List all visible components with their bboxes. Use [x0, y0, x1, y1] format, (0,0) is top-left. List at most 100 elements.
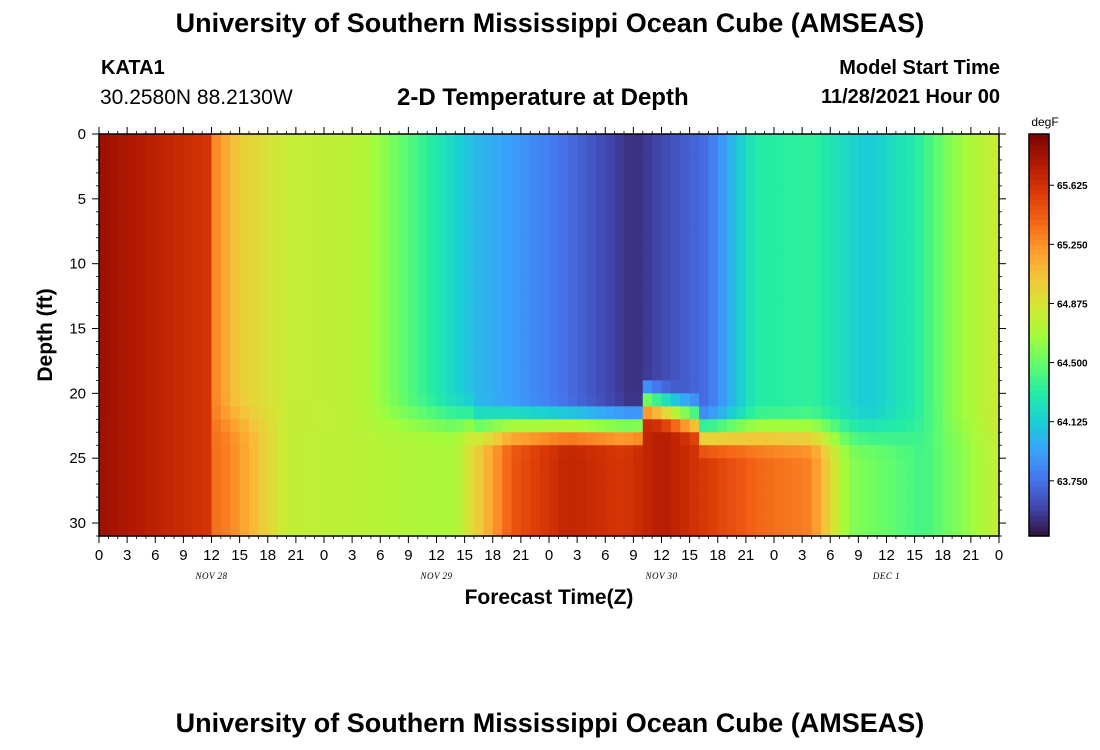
heatmap-cell	[389, 523, 400, 537]
heatmap-cell	[595, 276, 606, 291]
heatmap-cell	[483, 211, 494, 226]
heatmap-cell	[530, 458, 541, 472]
heatmap-cell	[155, 315, 166, 330]
heatmap-cell	[389, 354, 400, 369]
heatmap-cell	[127, 497, 138, 511]
heatmap-cell	[474, 510, 484, 524]
heatmap-cell	[145, 172, 156, 187]
heatmap-cell	[764, 341, 775, 356]
heatmap-cell	[399, 328, 409, 343]
heatmap-cell	[155, 224, 166, 239]
heatmap-cell	[830, 380, 841, 394]
heatmap-cell	[989, 445, 1000, 459]
heatmap-cell	[399, 302, 409, 317]
heatmap-cell	[867, 471, 878, 485]
heatmap-cell	[745, 419, 756, 433]
heatmap-cell	[239, 510, 250, 524]
heatmap-cell	[108, 523, 119, 537]
heatmap-cell	[924, 510, 934, 524]
heatmap-cell	[267, 172, 278, 187]
heatmap-cell	[680, 497, 691, 511]
heatmap-cell	[183, 289, 194, 304]
heatmap-cell	[661, 250, 672, 265]
heatmap-cell	[427, 328, 438, 343]
heatmap-cell	[642, 328, 653, 343]
heatmap-cell	[183, 263, 194, 278]
heatmap-cell	[455, 393, 466, 407]
heatmap-cell	[230, 380, 241, 394]
x-tick-label: 6	[826, 547, 834, 564]
colorbar-segment	[1029, 194, 1049, 200]
heatmap-cell	[970, 510, 981, 524]
heatmap-cell	[820, 510, 831, 524]
heatmap-cell	[689, 185, 700, 200]
heatmap-cell	[192, 523, 203, 537]
heatmap-cell	[708, 315, 719, 330]
heatmap-cell	[708, 185, 719, 200]
heatmap-cell	[727, 315, 738, 330]
heatmap-cell	[614, 471, 625, 485]
heatmap-cell	[136, 523, 147, 537]
heatmap-cell	[389, 159, 400, 174]
heatmap-cell	[380, 406, 391, 420]
heatmap-cell	[858, 237, 869, 252]
heatmap-cell	[933, 237, 944, 252]
heatmap-cell	[127, 159, 138, 174]
heatmap-cell	[239, 484, 250, 498]
heatmap-cell	[370, 380, 381, 394]
heatmap-cell	[942, 315, 953, 330]
heatmap-cell	[408, 497, 419, 511]
heatmap-cell	[577, 302, 588, 317]
heatmap-cell	[755, 185, 766, 200]
heatmap-cell	[155, 510, 166, 524]
heatmap-cell	[174, 523, 184, 537]
heatmap-cell	[549, 497, 559, 511]
heatmap-cell	[408, 289, 419, 304]
heatmap-cell	[455, 406, 466, 420]
heatmap-cell	[520, 185, 531, 200]
heatmap-cell	[858, 185, 869, 200]
heatmap-cell	[849, 237, 859, 252]
y-tick-label: 15	[69, 321, 86, 338]
heatmap-cell	[342, 211, 353, 226]
heatmap-cell	[877, 172, 888, 187]
heatmap-cell	[277, 263, 288, 278]
heatmap-cell	[774, 198, 784, 213]
heatmap-cell	[933, 471, 944, 485]
heatmap-cell	[258, 367, 269, 381]
heatmap-cell	[549, 172, 559, 187]
heatmap-cell	[642, 315, 653, 330]
heatmap-cell	[464, 224, 475, 239]
heatmap-cell	[127, 484, 138, 498]
heatmap-cell	[155, 406, 166, 420]
heatmap-cell	[905, 224, 916, 239]
heatmap-cell	[427, 523, 438, 537]
model-start-label: Model Start Time	[839, 57, 1000, 79]
heatmap-cell	[211, 315, 222, 330]
heatmap-cell	[961, 302, 972, 317]
heatmap-cell	[830, 289, 841, 304]
heatmap-cell	[755, 159, 766, 174]
heatmap-cell	[492, 302, 503, 317]
heatmap-cell	[202, 380, 213, 394]
heatmap-cell	[399, 211, 409, 226]
heatmap-cell	[99, 445, 109, 459]
heatmap-cell	[924, 367, 934, 381]
heatmap-cell	[127, 458, 138, 472]
heatmap-cell	[192, 237, 203, 252]
heatmap-cell	[361, 276, 372, 291]
heatmap-cell	[839, 250, 850, 265]
heatmap-cell	[286, 354, 297, 369]
heatmap-cell	[145, 263, 156, 278]
heatmap-cell	[108, 393, 119, 407]
heatmap-cell	[586, 380, 597, 394]
heatmap-cell	[249, 328, 259, 343]
heatmap-cell	[539, 211, 550, 226]
heatmap-cell	[577, 315, 588, 330]
heatmap-cell	[783, 250, 794, 265]
heatmap-cell	[211, 146, 222, 161]
heatmap-cell	[905, 198, 916, 213]
heatmap-cell	[99, 198, 109, 213]
heatmap-cell	[117, 224, 128, 239]
heatmap-cell	[399, 445, 409, 459]
